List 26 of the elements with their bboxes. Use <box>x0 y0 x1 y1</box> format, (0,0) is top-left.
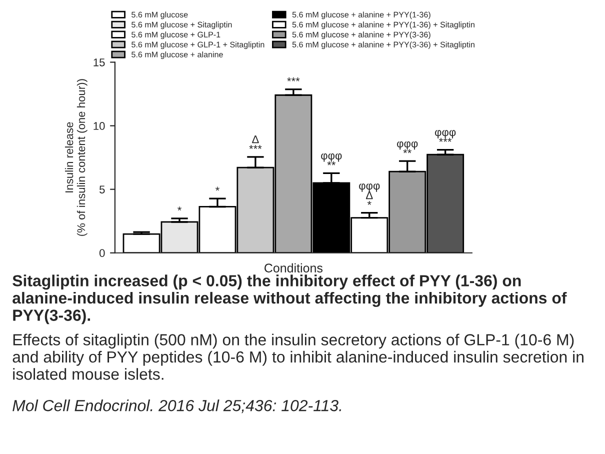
data-label: φφφ Δ * <box>359 184 380 205</box>
data-label: * <box>178 206 182 210</box>
y-axis-title: Insulin release (% of insulin content (one hour)) <box>64 79 88 236</box>
legend-label: 5.6 mM glucose <box>132 12 188 20</box>
legend-label: 5.6 mM glucose + Sitagliptin <box>132 22 232 30</box>
legend-label: 5.6 mM glucose + alanine + PYY(1-36) + Sitagliptin <box>292 22 474 30</box>
data-label: φφφ ** <box>397 141 418 154</box>
text: Sitagliptin increased (p < 0.05) the inhibitory effect of PYY (1-36) on alanine-induced insulin release without affecting the inhibitory actions of PYY(3-36). <box>12 274 567 324</box>
text: Mol Cell Endocrinol. 2016 Jul 25;436: 102-113. <box>12 400 342 414</box>
y-tick-label: 0 <box>99 249 105 258</box>
legend-label: 5.6 mM glucose + alanine + PYY(1-36) <box>292 12 430 20</box>
legend-label: 5.6 mM glucose + GLP-1 <box>132 32 220 40</box>
x-axis-title: Conditions <box>264 263 323 272</box>
y-tick-label: 15 <box>94 58 105 66</box>
data-label: φφφ ** <box>321 153 342 166</box>
legend-label: 5.6 mM glucose + alanine + PYY(3-36) + Sitagliptin <box>292 42 474 50</box>
data-label: *** <box>287 77 300 82</box>
legend-label: 5.6 mM glucose + alanine + PYY(3-36) <box>292 32 430 40</box>
legend-label: 5.6 mM glucose + GLP-1 + Sitagliptin <box>132 42 264 50</box>
text: Effects of sitagliptin (500 nM) on the insulin secretory actions of GLP-1 (10-6 M) and ability of PYY peptides (10-6 M) to inhibit alanine-induced insulin secretion in isolated mouse islets. <box>12 334 584 380</box>
data-label: * <box>215 186 220 191</box>
y-tick-label: 5 <box>99 186 105 194</box>
data-label: Δ *** <box>249 135 262 149</box>
legend-label: 5.6 mM glucose + alanine <box>132 51 223 59</box>
y-tick-label: 10 <box>94 122 105 130</box>
data-label: φφφ *** <box>434 130 456 142</box>
